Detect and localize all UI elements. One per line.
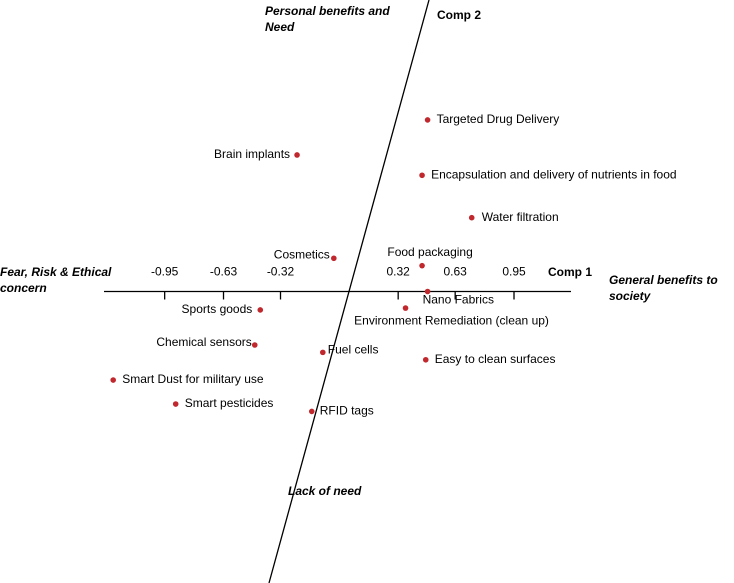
x-tick-label: -0.63 xyxy=(210,265,238,279)
point-label: Food packaging xyxy=(387,245,472,259)
point xyxy=(257,307,264,313)
point-label: Easy to clean surfaces xyxy=(435,352,556,366)
annotation: Fear, Risk & Ethical xyxy=(0,265,112,279)
x-tick-label: 0.63 xyxy=(443,265,467,279)
point xyxy=(424,288,431,295)
point-label: Sports goods xyxy=(182,302,253,316)
x-tick-label: 0.95 xyxy=(502,265,526,279)
x-tick-label: -0.32 xyxy=(267,265,295,279)
point xyxy=(172,401,179,407)
point-label: Nano Fabrics xyxy=(423,293,494,307)
point-label: Encapsulation and delivery of nutrients … xyxy=(431,167,677,181)
x-axis-title: Comp 1 xyxy=(548,265,592,279)
point xyxy=(294,152,300,158)
point-label: Cosmetics xyxy=(274,247,330,261)
point xyxy=(419,262,425,269)
point xyxy=(424,117,431,123)
annotation: Lack of need xyxy=(288,484,362,498)
point-label: Brain implants xyxy=(214,147,290,161)
point xyxy=(110,377,116,383)
point-label: RFID tags xyxy=(320,404,374,418)
x-tick-label: 0.32 xyxy=(386,265,410,279)
point-label: Chemical sensors xyxy=(156,335,251,349)
annotation: concern xyxy=(0,281,47,295)
point-label: Smart pesticides xyxy=(185,396,274,410)
point xyxy=(308,408,315,415)
point-label: Targeted Drug Delivery xyxy=(437,112,560,126)
annotation: Need xyxy=(265,20,295,34)
annotation: Personal benefits and xyxy=(265,4,390,18)
point xyxy=(402,305,409,311)
point xyxy=(419,172,425,179)
point xyxy=(468,214,475,221)
point xyxy=(319,349,326,356)
annotation: society xyxy=(609,289,652,303)
point xyxy=(251,342,258,348)
point-label: Fuel cells xyxy=(328,343,379,357)
annotation: General benefits to xyxy=(609,273,718,287)
point xyxy=(331,255,337,262)
point-label: Water filtration xyxy=(482,210,559,224)
point xyxy=(422,356,429,363)
point-label: Smart Dust for military use xyxy=(122,372,264,386)
y-axis-title: Comp 2 xyxy=(437,8,481,22)
point-label: Environment Remediation (clean up) xyxy=(354,313,549,327)
x-tick-label: -0.95 xyxy=(151,265,179,279)
